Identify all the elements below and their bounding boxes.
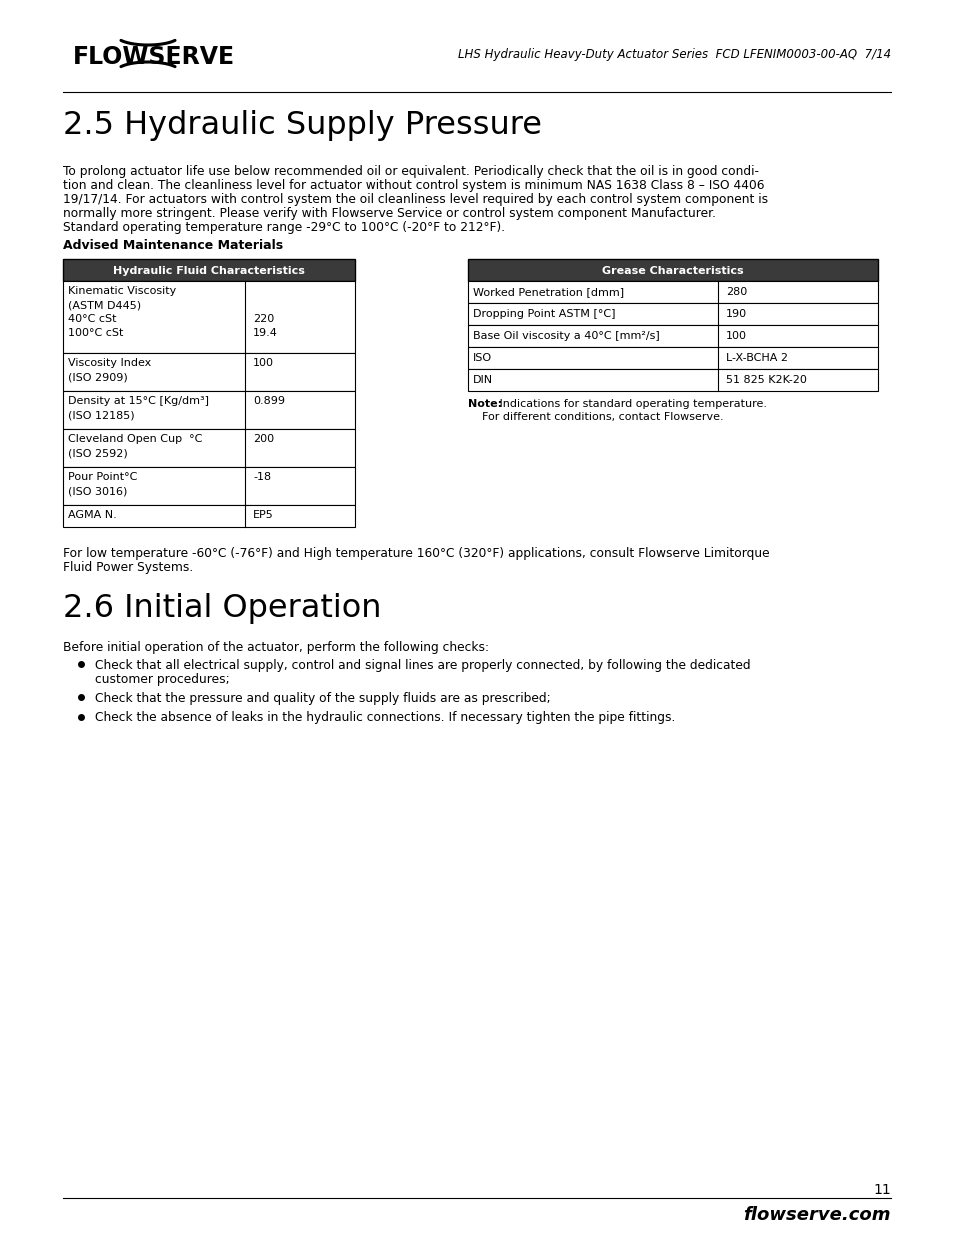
Text: 100: 100: [253, 358, 274, 368]
Bar: [468, 325, 877, 347]
Text: 100: 100: [725, 331, 746, 341]
Text: Density at 15°C [Kg/dm³]: Density at 15°C [Kg/dm³]: [68, 396, 209, 406]
Bar: [468, 303, 877, 325]
Text: Grease Characteristics: Grease Characteristics: [601, 266, 743, 275]
Text: ISO: ISO: [473, 353, 492, 363]
Bar: [63, 467, 355, 505]
Text: Viscosity Index: Viscosity Index: [68, 358, 152, 368]
Text: To prolong actuator life use below recommended oil or equivalent. Periodically c: To prolong actuator life use below recom…: [63, 165, 759, 178]
Text: Note:: Note:: [468, 399, 501, 409]
Text: For different conditions, contact Flowserve.: For different conditions, contact Flowse…: [481, 412, 723, 422]
Bar: [468, 347, 877, 369]
Bar: [63, 429, 355, 467]
Text: 2.5 Hydraulic Supply Pressure: 2.5 Hydraulic Supply Pressure: [63, 110, 541, 141]
Text: 0.899: 0.899: [253, 396, 285, 406]
Text: Indications for standard operating temperature.: Indications for standard operating tempe…: [496, 399, 766, 409]
Text: Check the absence of leaks in the hydraulic connections. If necessary tighten th: Check the absence of leaks in the hydrau…: [95, 711, 675, 725]
Text: LHS Hydraulic Heavy-Duty Actuator Series  FCD LFENIM0003-00-AQ  7/14: LHS Hydraulic Heavy-Duty Actuator Series…: [457, 48, 890, 61]
Text: normally more stringent. Please verify with Flowserve Service or control system : normally more stringent. Please verify w…: [63, 207, 716, 220]
Bar: [63, 391, 355, 429]
Text: AGMA N.: AGMA N.: [68, 510, 116, 520]
Text: Standard operating temperature range -29°C to 100°C (-20°F to 212°F).: Standard operating temperature range -29…: [63, 221, 504, 233]
Text: 100°C cSt: 100°C cSt: [68, 329, 123, 338]
Text: Kinematic Viscosity: Kinematic Viscosity: [68, 287, 176, 296]
Text: -18: -18: [253, 472, 271, 482]
Text: customer procedures;: customer procedures;: [95, 673, 230, 685]
Text: 190: 190: [725, 309, 746, 319]
Text: Pour Point°C: Pour Point°C: [68, 472, 137, 482]
Bar: [63, 282, 355, 353]
Text: EP5: EP5: [253, 510, 274, 520]
Text: Fluid Power Systems.: Fluid Power Systems.: [63, 561, 193, 574]
Text: Before initial operation of the actuator, perform the following checks:: Before initial operation of the actuator…: [63, 641, 489, 655]
Text: flowserve.com: flowserve.com: [742, 1207, 890, 1224]
Bar: [468, 282, 877, 303]
Bar: [468, 259, 877, 282]
Text: FLOWSERVE: FLOWSERVE: [73, 44, 234, 69]
Text: (ASTM D445): (ASTM D445): [68, 300, 141, 310]
Text: (ISO 12185): (ISO 12185): [68, 410, 134, 420]
Text: 2.6 Initial Operation: 2.6 Initial Operation: [63, 593, 381, 624]
Bar: [468, 369, 877, 391]
Text: 200: 200: [253, 433, 274, 445]
Bar: [63, 259, 355, 282]
Text: 19.4: 19.4: [253, 329, 277, 338]
Text: Check that the pressure and quality of the supply fluids are as prescribed;: Check that the pressure and quality of t…: [95, 692, 550, 705]
Text: For low temperature -60°C (-76°F) and High temperature 160°C (320°F) application: For low temperature -60°C (-76°F) and Hi…: [63, 547, 769, 559]
Text: (ISO 2592): (ISO 2592): [68, 448, 128, 458]
Text: Cleveland Open Cup  °C: Cleveland Open Cup °C: [68, 433, 202, 445]
Text: Worked Penetration [dmm]: Worked Penetration [dmm]: [473, 287, 623, 296]
Text: Dropping Point ASTM [°C]: Dropping Point ASTM [°C]: [473, 309, 615, 319]
Text: (ISO 3016): (ISO 3016): [68, 487, 128, 496]
Text: DIN: DIN: [473, 375, 493, 385]
Text: 51 825 K2K-20: 51 825 K2K-20: [725, 375, 806, 385]
Text: Advised Maintenance Materials: Advised Maintenance Materials: [63, 240, 283, 252]
Text: 220: 220: [253, 314, 274, 324]
Text: 280: 280: [725, 287, 746, 296]
Text: tion and clean. The cleanliness level for actuator without control system is min: tion and clean. The cleanliness level fo…: [63, 179, 763, 191]
Bar: [63, 505, 355, 527]
Text: Base Oil viscosity a 40°C [mm²/s]: Base Oil viscosity a 40°C [mm²/s]: [473, 331, 659, 341]
Text: Hydraulic Fluid Characteristics: Hydraulic Fluid Characteristics: [113, 266, 305, 275]
Text: L-X-BCHA 2: L-X-BCHA 2: [725, 353, 787, 363]
Bar: [63, 353, 355, 391]
Text: 11: 11: [872, 1183, 890, 1197]
Text: 40°C cSt: 40°C cSt: [68, 314, 116, 324]
Text: (ISO 2909): (ISO 2909): [68, 372, 128, 382]
Text: 19/17/14. For actuators with control system the oil cleanliness level required b: 19/17/14. For actuators with control sys…: [63, 193, 767, 206]
Text: Check that all electrical supply, control and signal lines are properly connecte: Check that all electrical supply, contro…: [95, 659, 750, 672]
